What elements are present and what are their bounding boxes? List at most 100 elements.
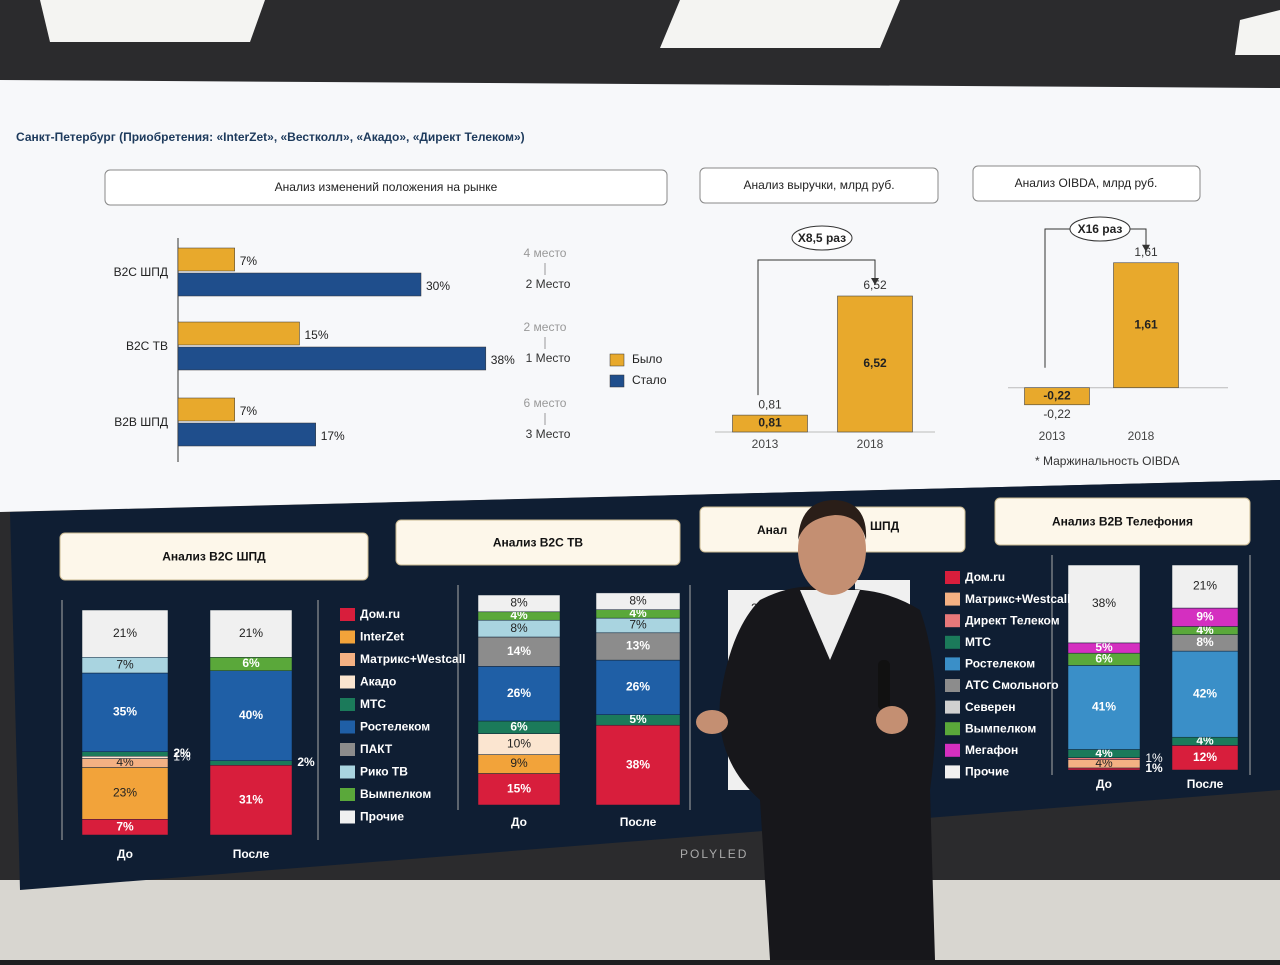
segment: [1171, 564, 1239, 609]
rank-before: 2 место: [524, 320, 567, 334]
rank-after: 1 Место: [526, 351, 571, 365]
segment-label: 7%: [116, 819, 134, 833]
legend-label: Дом.ru: [360, 607, 400, 621]
legend-label: Мегафон: [965, 743, 1018, 757]
segment-label: 31%: [239, 792, 263, 806]
segment-label: 23%: [113, 786, 137, 800]
legend-swatch: [945, 743, 960, 757]
value-label: 30%: [426, 279, 450, 293]
segment: [1171, 745, 1239, 771]
segment-label: 21%: [1193, 579, 1217, 593]
category-label: 2018: [1128, 429, 1155, 443]
legend-label: Матрикс+Westcall: [965, 592, 1070, 606]
legend-label: Вымпелком: [965, 721, 1036, 735]
segment: [595, 632, 681, 661]
segment: [477, 594, 561, 613]
multiplier: X16 раз: [1078, 222, 1123, 236]
hand: [696, 710, 728, 734]
segment: [81, 751, 169, 757]
bubble: [1069, 216, 1131, 242]
segment-label: 21%: [239, 626, 263, 640]
legend-swatch: [945, 722, 960, 736]
ceiling-light: [1235, 10, 1280, 55]
segment: [595, 724, 681, 806]
shirt: [800, 590, 860, 660]
panel-title-part: ШПД: [870, 519, 900, 533]
segment-label: 2%: [173, 746, 191, 760]
rank-after: 2 Место: [526, 277, 571, 291]
segment-label: 38%: [626, 757, 650, 771]
category-label: После: [233, 847, 270, 861]
legend-label: Рико ТВ: [360, 765, 408, 779]
value-label: 1,61: [1134, 245, 1158, 259]
segment: [1171, 650, 1239, 738]
segment-label: 21%: [113, 626, 137, 640]
category-label: До: [1096, 777, 1112, 791]
value-label: 17%: [321, 429, 345, 443]
bar: [177, 247, 235, 272]
segment-label: 8%: [1196, 635, 1214, 649]
legend-swatch: [609, 374, 625, 388]
bar: [732, 414, 808, 433]
segment: [595, 659, 681, 715]
legend-swatch: [340, 743, 355, 756]
legend-swatch: [945, 657, 960, 671]
value-label-inside: 0,81: [758, 416, 782, 430]
segment-label: 7%: [629, 618, 647, 632]
legend-swatch: [609, 353, 625, 367]
panel-title-box: [994, 497, 1251, 546]
panel-title: Анализ B2C ШПД: [162, 550, 266, 564]
legend-label: Стало: [632, 373, 667, 387]
section-title: Анализ OIBDA, млрд руб.: [1015, 176, 1158, 190]
footnote: * Маржинальность OIBDA: [1035, 454, 1180, 468]
segment-label: 26%: [626, 680, 650, 694]
segment: [209, 765, 293, 836]
legend-swatch: [340, 675, 355, 689]
segment-label: 14%: [507, 644, 531, 658]
segment-label: 8%: [510, 621, 528, 635]
legend-label: ПАКТ: [360, 742, 393, 756]
segment-label: 5%: [1095, 640, 1113, 654]
segment-label: 1%: [1145, 751, 1163, 765]
rank-before: 6 место: [524, 396, 567, 410]
legend-swatch: [340, 608, 355, 621]
brick-wall: [0, 880, 1280, 960]
arrow-head: [1142, 244, 1150, 252]
legend-swatch: [340, 788, 355, 801]
legend-swatch: [340, 720, 355, 734]
bubble: [791, 225, 853, 251]
head: [798, 505, 866, 595]
segment: [209, 609, 293, 658]
legend-label: Акадо: [360, 675, 396, 689]
section-title: Анализ выручки, млрд руб.: [743, 178, 894, 192]
segment-label: 9%: [510, 756, 528, 770]
legend-swatch: [945, 700, 960, 714]
value-label: 0,81: [758, 397, 782, 411]
segment-label: 6%: [1095, 651, 1113, 665]
legend-swatch: [340, 765, 355, 779]
arrow-head: [871, 278, 879, 286]
bar: [177, 272, 422, 297]
value-label-inside: 1,61: [1134, 317, 1158, 331]
legend-swatch: [945, 635, 960, 649]
value-label-inside: -0,22: [1043, 388, 1071, 402]
legend-label: Было: [632, 352, 663, 366]
legend-swatch: [340, 698, 355, 711]
segment: [477, 666, 561, 722]
value-label: -0,22: [1043, 407, 1071, 421]
legend-swatch: [340, 630, 355, 644]
legend-label: Северен: [965, 700, 1015, 714]
panel-title-box: [59, 532, 369, 581]
legend-swatch: [945, 592, 960, 606]
bar: [837, 295, 913, 433]
segment: [209, 670, 293, 761]
legend-swatch: [340, 810, 355, 824]
legend-label: Директ Телеком: [965, 613, 1060, 627]
bar: [177, 346, 487, 371]
segment-label: 41%: [1092, 700, 1116, 714]
category-label: После: [1187, 777, 1224, 791]
segment-label: 6%: [510, 719, 528, 733]
segment: [81, 756, 169, 759]
panel-title-part: Анал: [757, 523, 787, 537]
legend-label: МТС: [965, 635, 991, 649]
